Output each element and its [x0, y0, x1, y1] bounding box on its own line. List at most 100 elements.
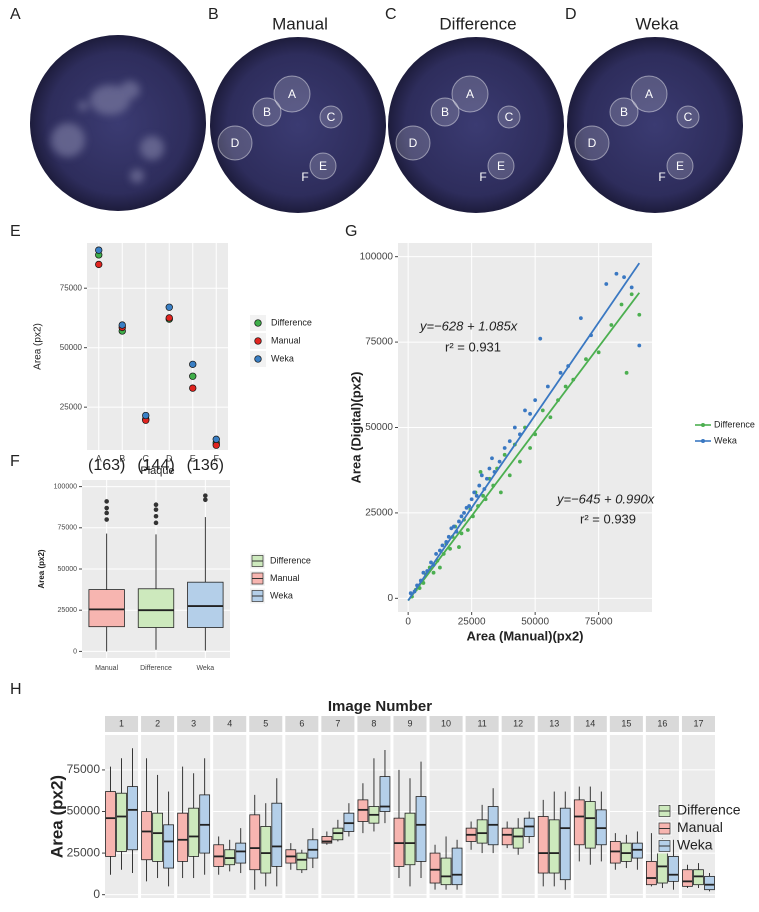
legend-label: Manual: [270, 573, 300, 583]
facet-label: 2: [155, 718, 160, 728]
y-tick-label: 50000: [58, 566, 78, 573]
plaque-label: E: [319, 159, 327, 173]
point: [479, 473, 484, 478]
point: [502, 446, 507, 450]
panel-label: C: [385, 6, 397, 23]
facet-label: 1: [119, 718, 124, 728]
plaque-label: C: [505, 110, 514, 124]
facet-strip: [465, 716, 499, 732]
facet-strip: [177, 716, 211, 732]
plot-background: [87, 243, 228, 450]
facet-strip: [429, 716, 463, 732]
dot: [189, 372, 197, 380]
x-axis-label: Plaque: [140, 465, 174, 477]
x-tick-label: D: [166, 453, 173, 463]
point: [619, 302, 624, 307]
y-tick-label: 75000: [365, 337, 393, 348]
point: [609, 323, 614, 327]
point: [490, 456, 494, 461]
y-axis-label: Area (px2): [37, 549, 46, 588]
plaque: [676, 105, 700, 129]
panel-label: B: [208, 6, 219, 23]
outlier: [104, 517, 109, 522]
box: [141, 811, 152, 861]
plaque-label: C: [684, 110, 693, 124]
plaque-label: A: [645, 87, 653, 101]
point: [431, 570, 436, 575]
facet-label: 9: [407, 718, 412, 728]
point: [604, 282, 609, 286]
outlier: [203, 493, 208, 498]
y-axis-label: Area (px2): [33, 323, 44, 370]
dish: [388, 37, 564, 213]
facet-label: 16: [657, 718, 667, 728]
box: [88, 589, 125, 628]
image-title: Weka: [635, 14, 679, 33]
facet-strip: [213, 716, 247, 732]
box: [415, 796, 427, 862]
plaque-label: B: [620, 105, 628, 119]
point: [429, 560, 433, 565]
y-tick-label: 75000: [67, 762, 101, 776]
dot: [95, 246, 103, 254]
plaque-label: F: [301, 170, 308, 184]
panel-label: H: [10, 681, 22, 698]
facet-background: [501, 735, 535, 898]
point: [584, 357, 588, 362]
box: [548, 819, 560, 874]
fit-line: [407, 262, 641, 601]
point: [545, 384, 550, 389]
box: [152, 812, 163, 862]
count-label: (163): [88, 457, 125, 474]
dish: [210, 37, 386, 213]
point: [448, 546, 452, 551]
facet-label: 6: [299, 718, 304, 728]
point: [459, 514, 464, 519]
point: [469, 497, 474, 502]
point: [563, 384, 568, 389]
y-axis-label: Area (Digital)(px2): [348, 372, 363, 484]
box: [163, 824, 174, 869]
point: [440, 543, 445, 548]
facet-background: [285, 735, 319, 898]
y-tick-label: 50000: [67, 804, 101, 818]
x-tick-label: 50000: [521, 617, 549, 628]
plaque: [451, 75, 489, 113]
point: [438, 565, 442, 570]
panel-label: G: [345, 223, 357, 240]
facet-strip: [249, 716, 283, 732]
facet-strip: [609, 716, 643, 732]
point: [487, 466, 492, 471]
box: [105, 791, 116, 857]
legend-label: Weka: [677, 837, 713, 853]
point: [637, 312, 642, 317]
plaque: [497, 105, 521, 129]
y-tick-label: 0: [73, 648, 77, 655]
plaque: [487, 152, 515, 180]
facet-strip: [141, 716, 175, 732]
point: [502, 452, 507, 457]
panel-label: A: [10, 6, 21, 23]
point: [462, 511, 466, 515]
y-tick-label: 25000: [67, 845, 101, 859]
plaque: [309, 152, 337, 180]
point: [474, 493, 479, 498]
box: [379, 776, 391, 812]
legend-label: Weka: [270, 590, 293, 600]
box: [440, 857, 452, 886]
outlier: [153, 520, 159, 526]
image-title: Manual: [272, 14, 328, 33]
plaque: [574, 125, 610, 161]
y-tick-label: 75000: [60, 283, 83, 292]
box: [249, 814, 261, 871]
legend-label: Difference: [677, 802, 741, 818]
x-tick-label: F: [214, 453, 220, 463]
point: [528, 446, 532, 450]
box: [271, 802, 283, 867]
point: [467, 504, 472, 508]
y-tick-label: 0: [387, 593, 393, 604]
plaque: [430, 97, 460, 127]
box: [704, 875, 715, 891]
